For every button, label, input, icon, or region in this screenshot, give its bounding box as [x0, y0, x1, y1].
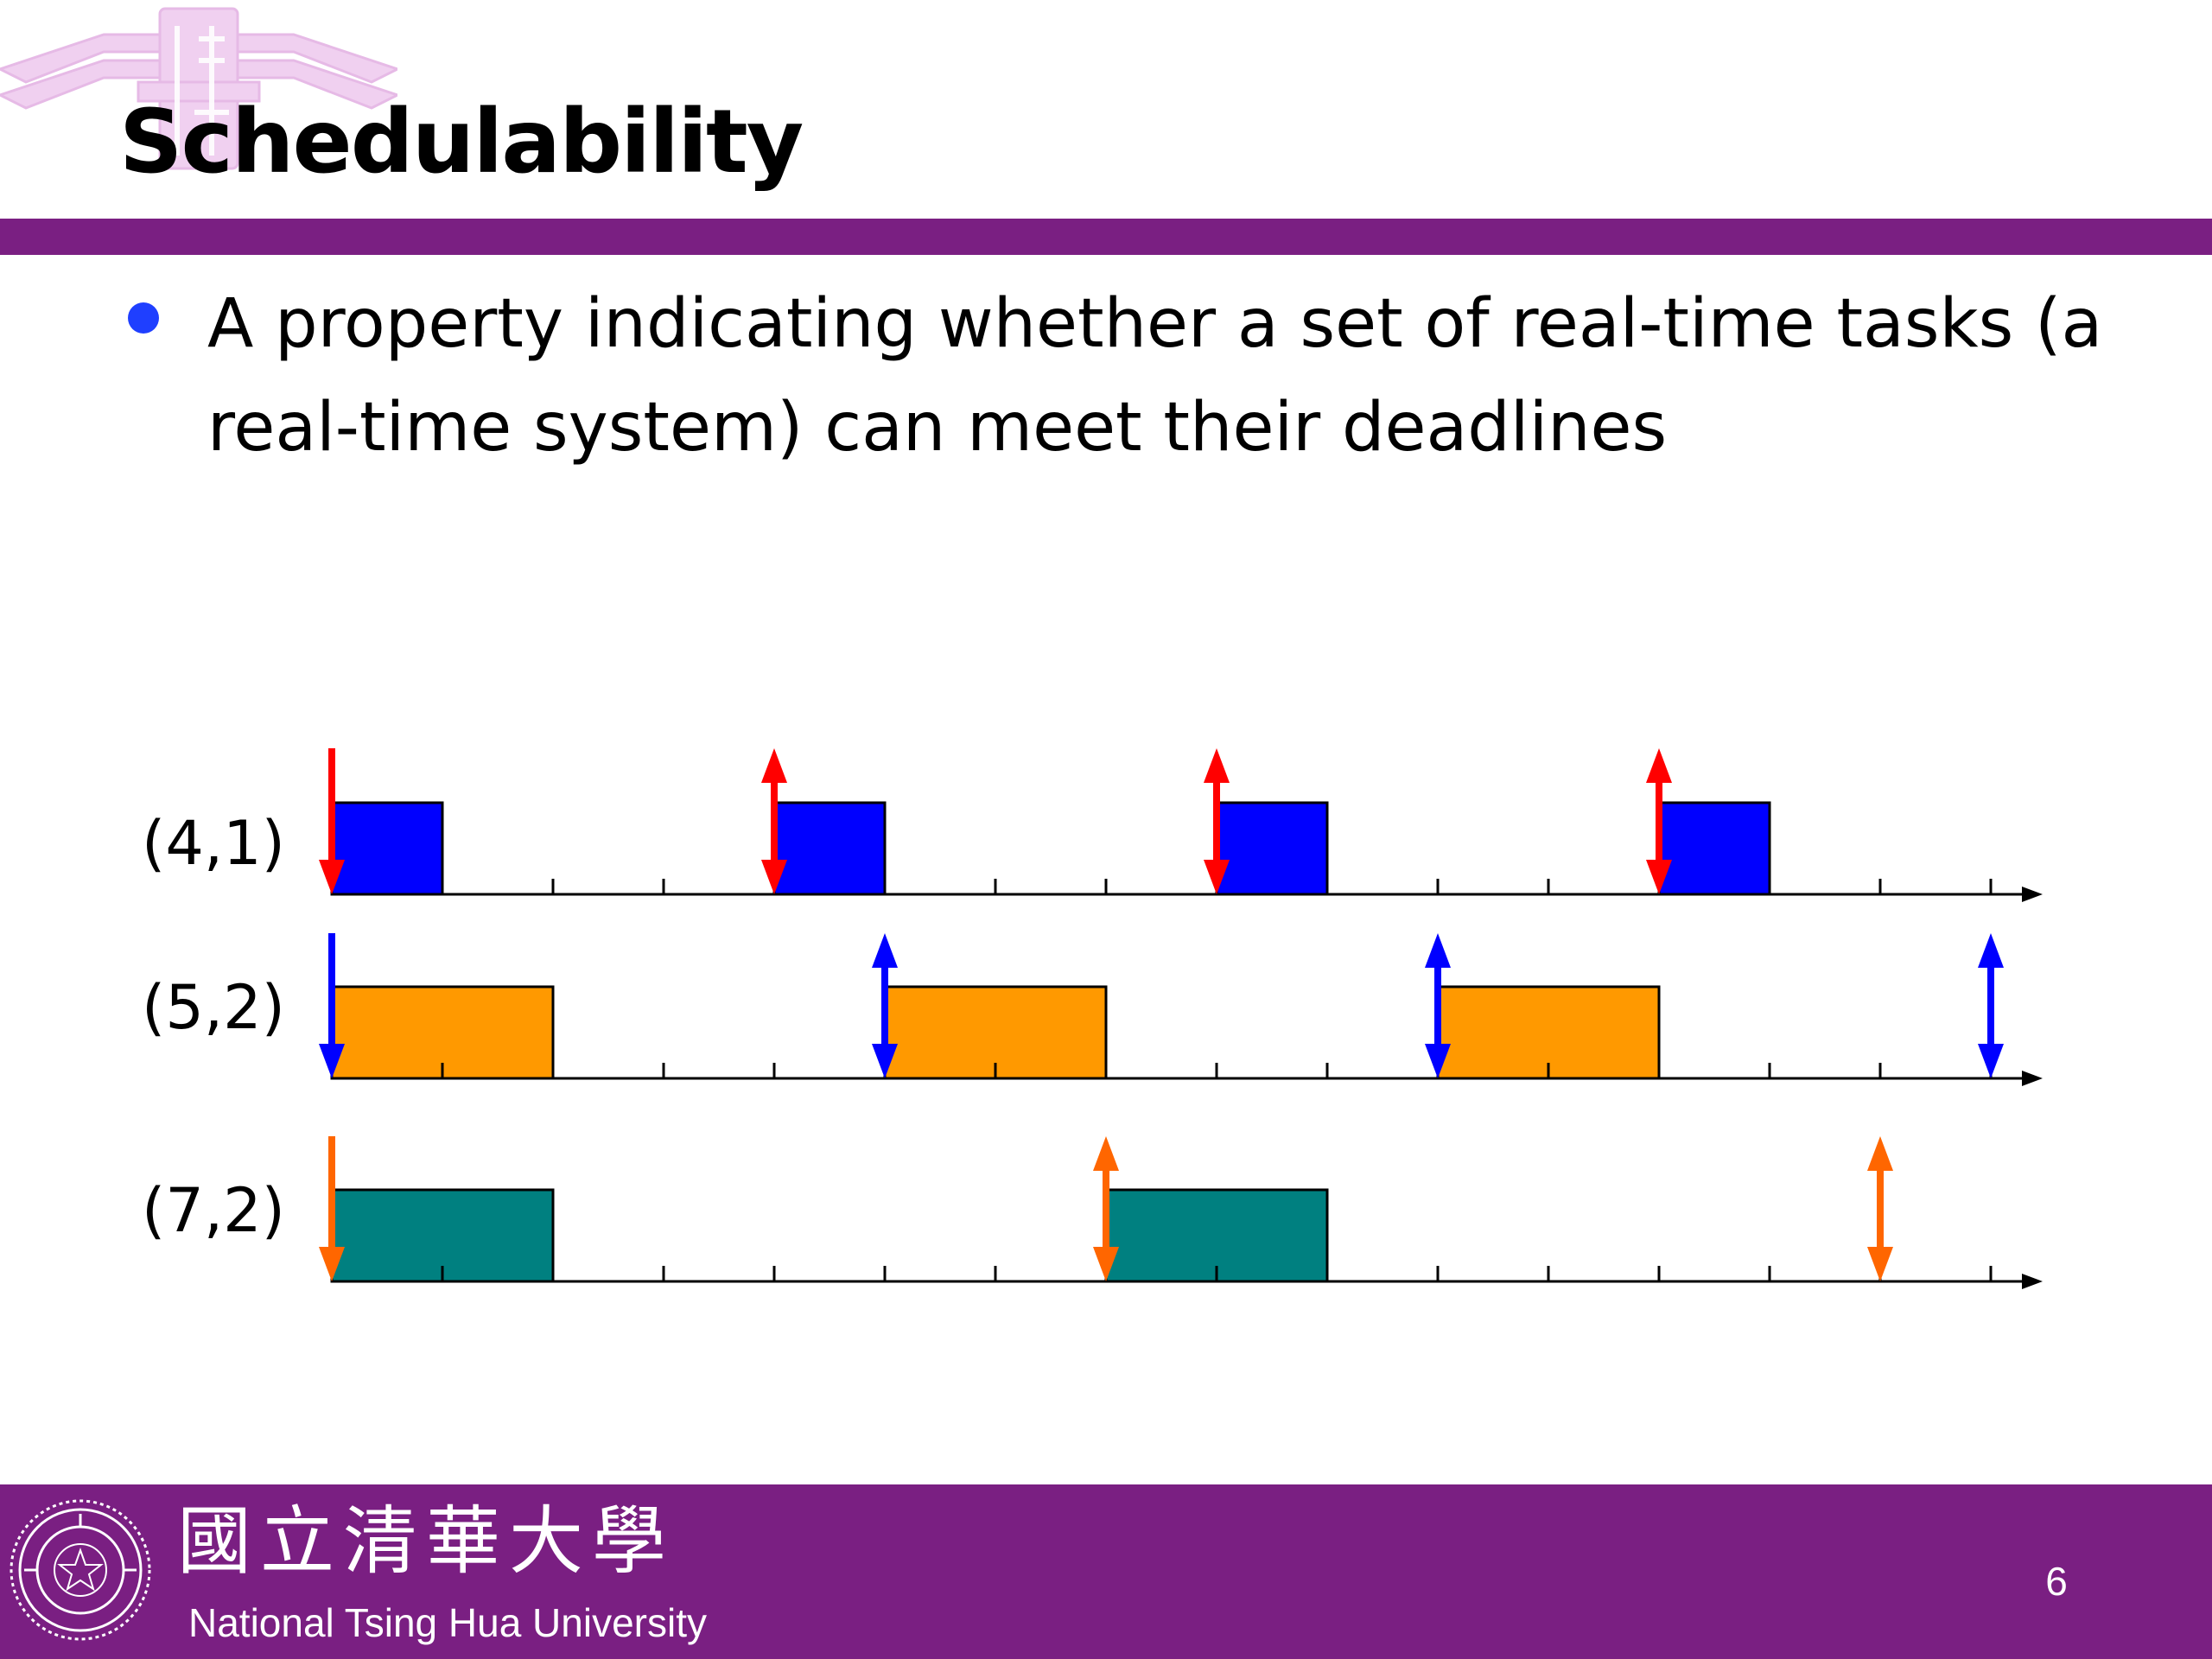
nthu-seal-icon [10, 1499, 151, 1641]
deadline-arrowhead [872, 933, 898, 968]
job-execution-bar [1657, 801, 1771, 896]
axis-arrowhead [2022, 1071, 2043, 1086]
university-name-chinese: 國立清華大學 [177, 1498, 675, 1585]
bullet-dot-icon [128, 302, 159, 334]
job-execution-bar [1215, 801, 1329, 896]
release-arrowhead [1867, 1247, 1893, 1281]
release-arrowhead [319, 860, 345, 894]
footer-band [0, 1484, 2212, 1659]
release-arrowhead [1093, 1247, 1119, 1281]
deadline-arrowhead [1204, 748, 1230, 783]
nthu-logo-watermark-icon [0, 7, 397, 170]
axis-arrowhead [2022, 1274, 2043, 1289]
release-arrowhead [319, 1247, 345, 1281]
axis-arrowhead [2022, 887, 2043, 902]
deadline-arrowhead [1978, 933, 2004, 968]
release-arrowhead [872, 1044, 898, 1078]
release-arrowhead [1425, 1044, 1451, 1078]
task-label: (4,1) [142, 808, 285, 879]
slide-title: Schedulability [119, 91, 804, 194]
release-arrowhead [1978, 1044, 2004, 1078]
university-name-english: National Tsing Hua University [188, 1600, 707, 1645]
release-arrowhead [319, 1044, 345, 1078]
deadline-arrowhead [1425, 933, 1451, 968]
release-arrowhead [1204, 860, 1230, 894]
deadline-arrowhead [1867, 1136, 1893, 1171]
bullet-text: A property indicating whether a set of r… [207, 285, 2103, 467]
deadline-arrowhead [1093, 1136, 1119, 1171]
deadline-arrowhead [1646, 748, 1672, 783]
job-execution-bar [772, 801, 887, 896]
release-arrowhead [1646, 860, 1672, 894]
deadline-arrowhead [761, 748, 787, 783]
job-execution-bar [330, 801, 444, 896]
release-arrowhead [761, 860, 787, 894]
task-label: (7,2) [142, 1175, 285, 1246]
task-label: (5,2) [142, 972, 285, 1043]
title-divider-band [0, 219, 2212, 255]
page-number: 6 [2045, 1559, 2068, 1604]
